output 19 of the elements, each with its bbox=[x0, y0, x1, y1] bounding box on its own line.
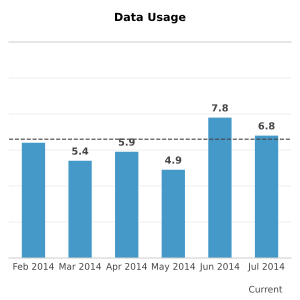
data-label: 5.9 bbox=[118, 138, 135, 146]
text: Current bbox=[249, 286, 282, 293]
x-tick-label: Jun 2014 bbox=[199, 263, 240, 272]
chart-title: Data Usage bbox=[115, 12, 186, 24]
bar bbox=[22, 142, 46, 258]
data-label: 6.8 bbox=[258, 122, 275, 130]
bar bbox=[254, 136, 278, 258]
x-tick-label: Mar 2014 bbox=[60, 263, 102, 270]
x-tick-label: May 2014 bbox=[152, 263, 196, 272]
x-tick-label: Apr 2014 bbox=[106, 263, 147, 272]
bar bbox=[208, 118, 232, 258]
x-tick-label: Feb 2014 bbox=[13, 262, 54, 270]
bar bbox=[162, 170, 185, 258]
bar bbox=[115, 152, 138, 258]
data-label: 7.8 bbox=[212, 104, 228, 112]
x-tick-label: Jul 2014 bbox=[248, 262, 284, 272]
data-label: 4.9 bbox=[165, 156, 182, 164]
bar bbox=[68, 160, 92, 258]
data-label: 5.4 bbox=[72, 148, 88, 155]
